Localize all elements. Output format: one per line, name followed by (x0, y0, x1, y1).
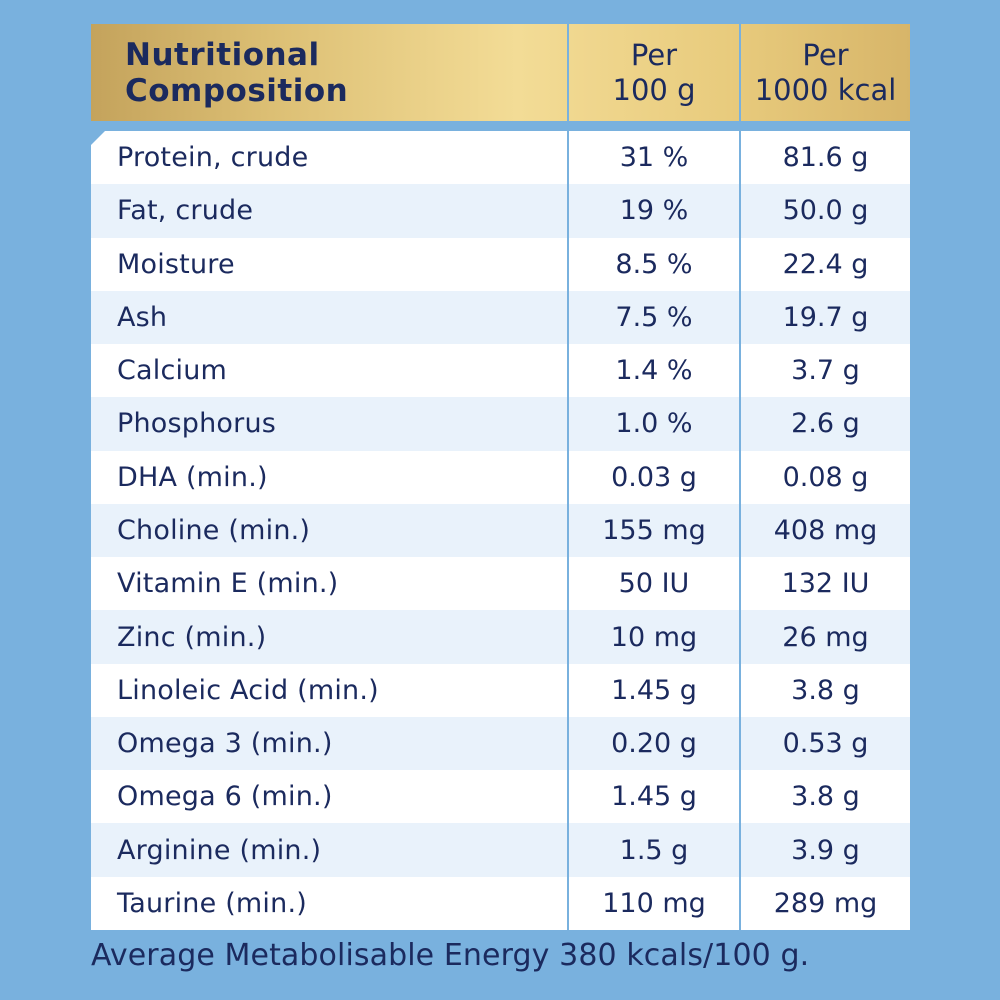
table-row: Protein, crude 31 % 81.6 g (91, 131, 910, 184)
nutrient-label: Vitamin E (min.) (117, 568, 339, 600)
value-per-1000kcal: 132 IU (781, 568, 870, 600)
value-per-100g: 155 mg (602, 514, 706, 546)
value-per-1000kcal: 50.0 g (782, 195, 869, 227)
value-per-100g: 19 % (619, 195, 689, 227)
value-per-100g: 50 IU (618, 568, 690, 600)
value-per-1000kcal: 3.7 g (791, 355, 860, 387)
value-per-1000kcal: 0.53 g (782, 728, 869, 760)
nutrient-label: Ash (117, 301, 168, 333)
nutrient-label: Zinc (min.) (117, 621, 267, 653)
value-per-1000kcal: 408 mg (773, 514, 878, 546)
column-divider (739, 24, 741, 930)
column-header-per-1000kcal: Per 1000 kcal (754, 37, 897, 107)
value-per-1000kcal: 26 mg (782, 621, 869, 653)
value-per-100g: 1.45 g (611, 674, 697, 706)
nutrient-label: Arginine (min.) (117, 834, 322, 866)
table-row: Omega 3 (min.) 0.20 g 0.53 g (91, 716, 910, 771)
table-row: Calcium 1.4 % 3.7 g (91, 344, 910, 397)
value-per-1000kcal: 289 mg (773, 887, 878, 919)
energy-footnote: Average Metabolisable Energy 380 kcals/1… (91, 938, 810, 973)
value-per-1000kcal: 3.8 g (791, 781, 860, 813)
nutrient-label: Omega 3 (min.) (117, 728, 333, 760)
table-row: Omega 6 (min.) 1.45 g 3.8 g (91, 770, 910, 823)
nutrient-label: Linoleic Acid (min.) (117, 674, 379, 706)
value-per-100g: 7.5 % (615, 301, 693, 333)
value-per-100g: 110 mg (602, 887, 706, 919)
value-per-1000kcal: 81.6 g (782, 142, 869, 174)
value-per-1000kcal: 3.8 g (791, 674, 860, 706)
table-row: Zinc (min.) 10 mg 26 mg (91, 610, 910, 664)
table-row: Vitamin E (min.) 50 IU 132 IU (91, 557, 910, 610)
value-per-100g: 1.4 % (615, 355, 693, 387)
table-row: Arginine (min.) 1.5 g 3.9 g (91, 823, 910, 877)
value-per-100g: 1.5 g (619, 834, 689, 866)
value-per-100g: 10 mg (610, 621, 698, 653)
value-per-1000kcal: 22.4 g (782, 248, 869, 280)
table-row: Phosphorus 1.0 % 2.6 g (91, 397, 910, 451)
nutrition-table: Nutritional Composition Per 100 g Per 10… (91, 24, 910, 930)
table-title: Nutritional Composition (125, 36, 349, 109)
nutrient-label: Phosphorus (117, 408, 277, 440)
nutrient-label: DHA (min.) (117, 461, 268, 493)
table-row: Ash 7.5 % 19.7 g (91, 290, 910, 345)
value-per-100g: 0.20 g (611, 728, 697, 760)
nutrient-label: Omega 6 (min.) (117, 781, 333, 813)
value-per-100g: 0.03 g (611, 461, 697, 493)
table-row: Taurine (min.) 110 mg 289 mg (91, 877, 910, 930)
value-per-100g: 31 % (619, 142, 689, 174)
column-divider (567, 24, 569, 930)
value-per-100g: 8.5 % (615, 248, 693, 280)
column-header-per-100g: Per 100 g (612, 37, 696, 107)
nutrient-label: Fat, crude (117, 195, 254, 227)
table-header: Nutritional Composition Per 100 g Per 10… (91, 24, 910, 121)
table-row: Linoleic Acid (min.) 1.45 g 3.8 g (91, 664, 910, 717)
nutrient-label: Choline (min.) (117, 514, 311, 546)
table-row: Fat, crude 19 % 50.0 g (91, 184, 910, 238)
value-per-1000kcal: 0.08 g (782, 461, 869, 493)
value-per-1000kcal: 19.7 g (782, 301, 869, 333)
value-per-100g: 1.0 % (615, 408, 693, 440)
value-per-1000kcal: 3.9 g (791, 834, 860, 866)
value-per-100g: 1.45 g (611, 781, 697, 813)
table-row: Choline (min.) 155 mg 408 mg (91, 503, 910, 558)
nutrient-label: Taurine (min.) (117, 887, 307, 919)
table-body: Protein, crude 31 % 81.6 g Fat, crude 19… (91, 131, 910, 930)
table-row: Moisture 8.5 % 22.4 g (91, 238, 910, 291)
value-per-1000kcal: 2.6 g (791, 408, 860, 440)
table-row: DHA (min.) 0.03 g 0.08 g (91, 451, 910, 504)
nutrient-label: Calcium (117, 355, 228, 387)
nutrient-label: Protein, crude (117, 142, 309, 174)
nutrient-label: Moisture (117, 248, 235, 280)
